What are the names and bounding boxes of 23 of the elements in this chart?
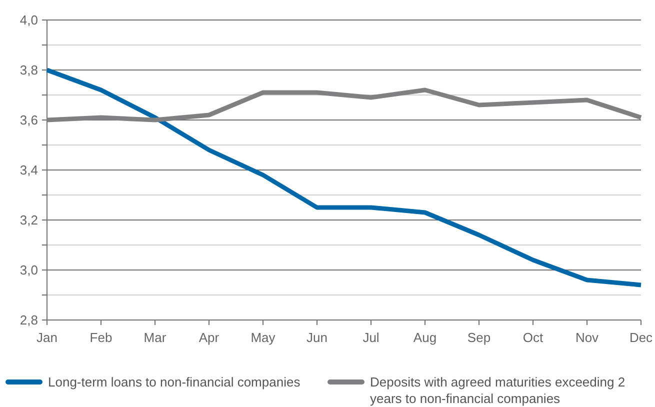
x-tick-label: Nov (575, 330, 600, 345)
y-tick-label: 3,0 (20, 262, 38, 278)
y-tick-label: 4,0 (20, 12, 38, 28)
y-tick-label: 3,8 (20, 62, 38, 78)
x-tick-label: Jan (36, 330, 58, 345)
x-tick-label: May (250, 330, 276, 345)
line-series (44, 88, 644, 122)
x-tick-label: Feb (90, 330, 112, 345)
legend-label: Long-term loans to non-financial companies (48, 374, 301, 390)
y-tick-label: 3,2 (20, 212, 38, 228)
x-tick-label: Oct (522, 330, 544, 345)
y-tick-label: 2,8 (20, 312, 38, 328)
x-tick-label: Aug (413, 330, 437, 345)
x-tick-label: Jul (362, 330, 380, 345)
x-tick-label: Mar (144, 330, 167, 345)
line-series (44, 68, 644, 288)
x-tick-label: Apr (198, 330, 220, 345)
legend-label: Deposits with agreed maturities exceeding 2 years to non-financial companies (370, 374, 626, 406)
x-tick-label: Dec (629, 330, 654, 345)
y-tick-label: 3,4 (20, 162, 38, 178)
x-tick-label: Sep (467, 330, 491, 345)
x-tick-label: Jun (306, 330, 328, 345)
y-tick-label: 3,6 (20, 112, 38, 128)
